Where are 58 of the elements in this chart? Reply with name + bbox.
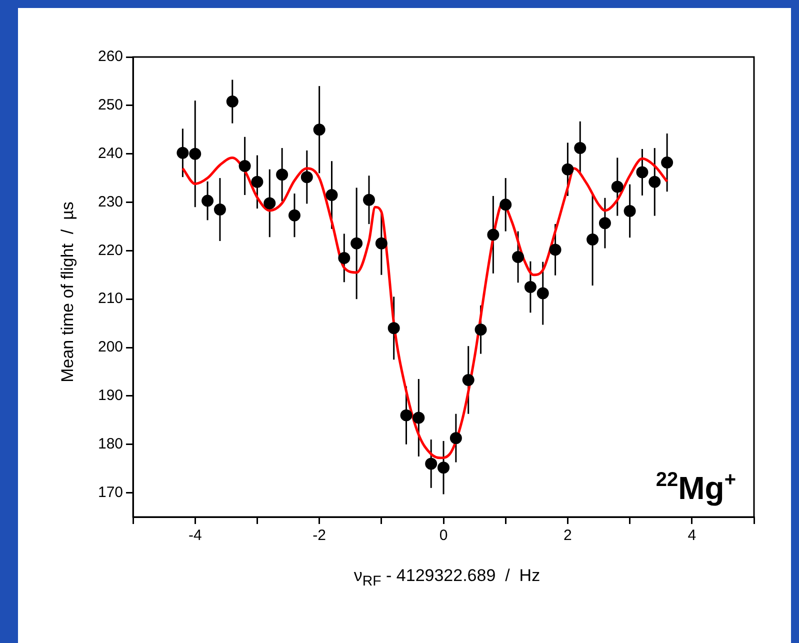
- point: [425, 458, 438, 470]
- x-tick-label: 0: [439, 527, 448, 544]
- point: [276, 168, 288, 181]
- point: [536, 287, 549, 300]
- point: [586, 234, 599, 246]
- point: [636, 166, 648, 178]
- point: [326, 189, 338, 201]
- point: [400, 409, 412, 422]
- y-tick-label: 260: [98, 48, 124, 66]
- point: [350, 237, 363, 250]
- point: [500, 198, 512, 211]
- y-tick-label: 200: [98, 338, 124, 356]
- point: [512, 250, 524, 263]
- x-tick-label: -4: [188, 527, 202, 544]
- point: [624, 204, 636, 217]
- point: [562, 163, 574, 176]
- y-tick-label: 180: [98, 436, 124, 453]
- y-axis-title: Mean time of flight / µs: [58, 202, 78, 382]
- x-tick-label: 2: [564, 527, 572, 544]
- point: [524, 281, 536, 293]
- point: [574, 142, 586, 154]
- x-tick-label: 4: [688, 527, 696, 544]
- point: [288, 209, 300, 222]
- y-tick-label: 250: [98, 96, 124, 114]
- x-axis-title: ν$_{RF}$ - 4129322.689 / Hz: [352, 566, 542, 590]
- point: [474, 324, 487, 336]
- point: [611, 180, 624, 193]
- y-tick-label: 170: [98, 484, 124, 501]
- point: [362, 194, 375, 206]
- point: [251, 176, 264, 188]
- point: [176, 146, 189, 159]
- y-tick-label: 190: [98, 387, 124, 404]
- point: [264, 197, 276, 210]
- x-tick-label: -2: [312, 527, 326, 544]
- point: [412, 412, 425, 424]
- point: [375, 237, 388, 250]
- point: [226, 96, 238, 108]
- point: [549, 244, 562, 256]
- point: [462, 374, 474, 386]
- point: [189, 148, 202, 160]
- point: [388, 322, 400, 334]
- y-tick-label: 240: [98, 144, 124, 162]
- line-series: [181, 156, 668, 460]
- point: [238, 160, 251, 172]
- point: [487, 228, 500, 241]
- point: [648, 176, 661, 188]
- point: [661, 156, 674, 169]
- point: [338, 252, 350, 264]
- y-tick-label: 210: [98, 290, 124, 308]
- y-tick-label: 230: [98, 193, 124, 210]
- point: [313, 124, 326, 136]
- point: [202, 194, 214, 207]
- point: [438, 462, 450, 474]
- y-tick-label: 220: [98, 242, 124, 259]
- point: [450, 432, 462, 444]
- point: [214, 204, 226, 216]
- point: [300, 171, 313, 184]
- point: [598, 217, 611, 230]
